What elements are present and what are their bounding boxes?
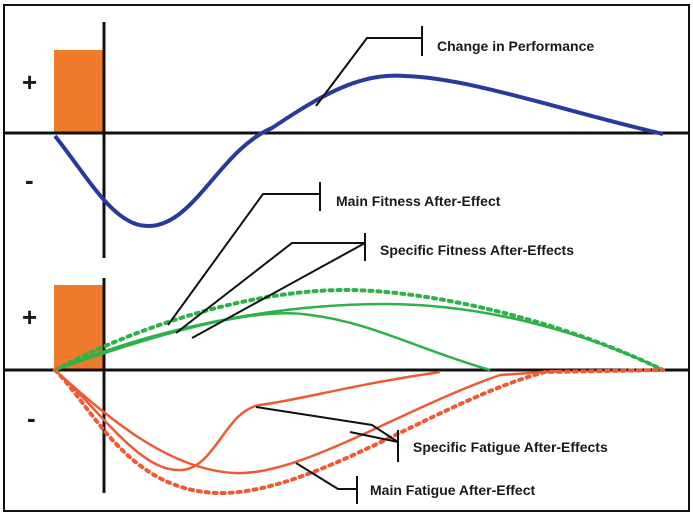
main-fatigue-leader-line <box>295 462 357 490</box>
main-fatigue-label: Main Fatigue After-Effect <box>370 482 535 498</box>
specific-fatigue-curve-2 <box>54 369 561 475</box>
performance-leader-line <box>315 37 422 107</box>
change-in-performance-label: Change in Performance <box>437 38 594 54</box>
specific-fitness-curve-1 <box>54 302 664 372</box>
main-fatigue-curve <box>53 368 665 496</box>
main-fitness-curve <box>53 287 665 372</box>
top-plus-sign: + <box>22 67 37 97</box>
bottom-minus-sign: - <box>27 403 36 433</box>
specific-fatigue-label: Specific Fatigue After-Effects <box>413 439 608 455</box>
frame-border <box>3 4 690 512</box>
specific-fatigue-leader-line-1 <box>255 406 399 443</box>
top-minus-sign: - <box>25 165 34 195</box>
main-fitness-label: Main Fitness After-Effect <box>336 193 501 209</box>
specific-fatigue-curve-1 <box>54 369 441 472</box>
performance-curve <box>53 73 664 229</box>
top-stimulus-bar <box>54 50 104 134</box>
bottom-plus-sign: + <box>22 302 37 332</box>
specific-fitness-label: Specific Fitness After-Effects <box>380 242 574 258</box>
specific-fitness-leader-line-1 <box>175 242 365 334</box>
specific-fatigue-leader-line-2 <box>349 431 399 443</box>
main-fitness-leader-line <box>167 193 320 326</box>
specific-fitness-curve-2 <box>54 312 491 372</box>
specific-fitness-leader-line-2 <box>191 242 366 339</box>
